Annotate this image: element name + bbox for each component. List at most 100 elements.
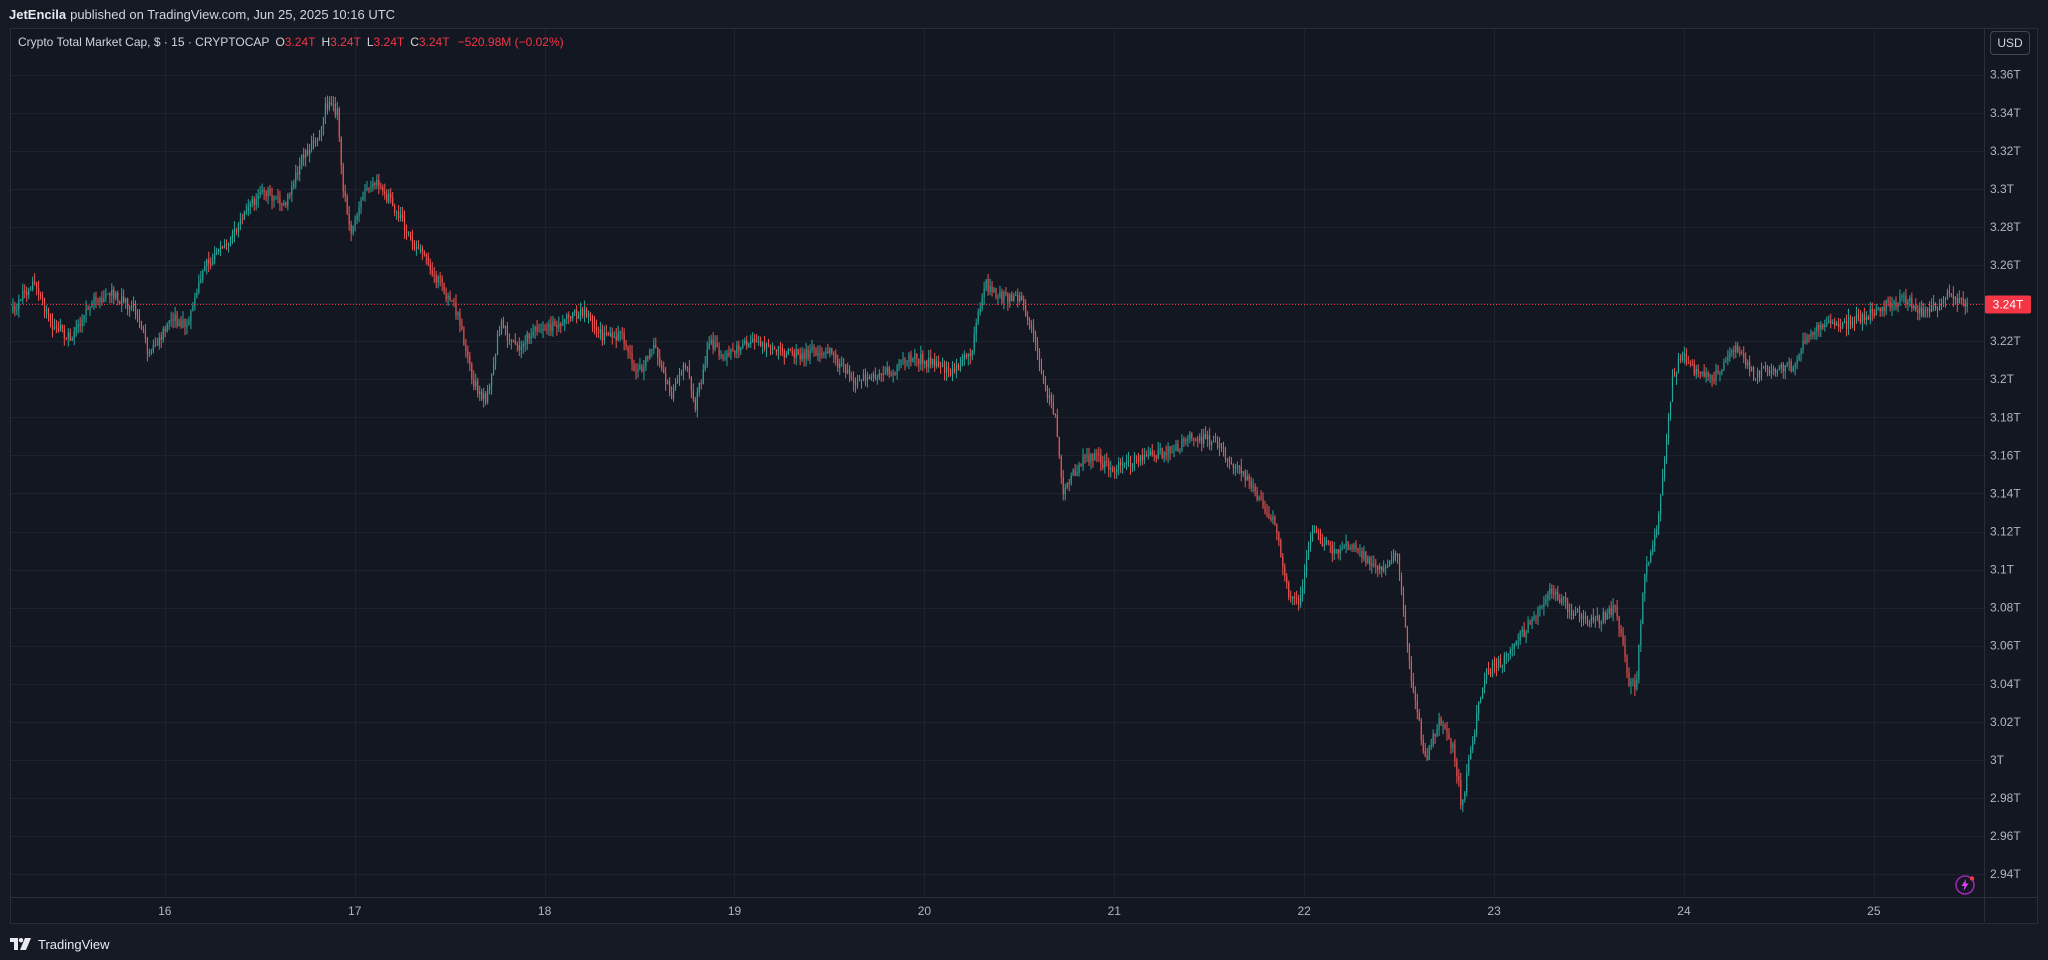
candle-body (508, 340, 510, 342)
currency-button[interactable]: USD (1990, 31, 2030, 55)
candle-body (350, 224, 352, 234)
candle-body (1780, 364, 1782, 369)
candle-body (712, 339, 714, 350)
candle-body (1727, 357, 1729, 361)
candle-body (1586, 616, 1589, 624)
footer-brand[interactable]: TradingView (38, 936, 110, 952)
candle-body (71, 338, 73, 341)
candle-body (1153, 455, 1155, 457)
candle-body (1228, 458, 1231, 462)
candle-body (1416, 700, 1418, 713)
candle-body (176, 314, 178, 327)
candle-body (65, 337, 67, 339)
candle-body (356, 215, 358, 220)
candle-body (1329, 542, 1331, 545)
candle-body (388, 193, 390, 202)
candle-body (1747, 362, 1749, 366)
y-tick-label: 3.04T (1990, 677, 2021, 691)
publisher-name[interactable]: JetEncila (9, 6, 67, 22)
candle-body (1456, 761, 1458, 776)
candle-body (1147, 455, 1149, 457)
bolt-icon[interactable] (1954, 874, 1976, 896)
candle-body (1792, 367, 1794, 372)
candle-body (95, 296, 97, 301)
high-value: 3.24T (330, 35, 361, 49)
candle-body (1090, 454, 1092, 463)
candle-body (570, 316, 572, 319)
candle-body (1236, 466, 1238, 468)
candle-body (633, 364, 635, 372)
candle-body (1476, 713, 1478, 734)
candle-body (763, 343, 766, 349)
candle-body (926, 360, 928, 368)
candle-body (526, 333, 528, 344)
candle-body (706, 349, 708, 365)
candle-body (73, 331, 75, 339)
candle-body (208, 259, 210, 264)
candle-body (657, 348, 659, 358)
candle-body (1533, 616, 1535, 619)
candle-body (1958, 298, 1960, 304)
candle-body (259, 192, 261, 195)
candle-body (1432, 733, 1434, 746)
candle-body (1137, 457, 1140, 463)
candle-body (1120, 461, 1122, 466)
candle-body (568, 315, 570, 317)
candle-body (362, 195, 364, 201)
tradingview-logo-icon[interactable] (10, 938, 32, 950)
candle-body (320, 127, 323, 137)
candle-body (524, 343, 526, 345)
candle-body (1025, 304, 1027, 317)
candle-body (449, 295, 451, 301)
candle-body (1673, 375, 1676, 377)
candle-body (985, 279, 987, 289)
candle-body (1050, 395, 1052, 403)
candle-body (1205, 434, 1207, 440)
chart-panel[interactable] (10, 28, 2038, 924)
candle-body (129, 307, 131, 310)
candle-body (1161, 447, 1163, 458)
candle-body (1871, 308, 1873, 314)
candle-body (1398, 554, 1401, 576)
candle-body (1863, 314, 1865, 321)
candle-body (878, 373, 880, 378)
candle-body (554, 321, 556, 326)
symbol-title[interactable]: Crypto Total Market Cap, $ · 15 · CRYPTO… (18, 35, 270, 49)
candle-body (433, 274, 435, 276)
candle-body (817, 352, 819, 356)
candle-body (728, 352, 730, 355)
candle-body (722, 355, 724, 359)
candle-body (1687, 362, 1689, 364)
candle-body (906, 361, 908, 364)
candle-body (417, 246, 419, 250)
candle-body (1381, 566, 1383, 571)
candle-body (1305, 557, 1308, 573)
candle-body (140, 321, 143, 329)
candle-body (1460, 780, 1462, 806)
candle-body (1770, 370, 1772, 374)
candle-body (1618, 616, 1620, 630)
candle-body (839, 363, 841, 368)
candle-body (285, 202, 287, 206)
candle-body (1294, 596, 1296, 598)
candle-body (688, 367, 690, 378)
y-tick-label: 3.32T (1990, 144, 2021, 158)
candle-body (813, 347, 815, 349)
candle-body (158, 337, 160, 346)
y-tick-label: 3.26T (1990, 258, 2021, 272)
candle-body (1497, 658, 1500, 668)
candle-body (969, 353, 971, 357)
candle-body (162, 328, 164, 340)
candle-body (1013, 295, 1015, 302)
candle-body (1681, 355, 1683, 361)
candle-body (1743, 353, 1745, 358)
candle-body (1102, 463, 1104, 468)
y-tick-label: 3.3T (1990, 182, 2015, 196)
candle-body (793, 353, 795, 358)
candle-body (289, 194, 291, 196)
candle-body (1260, 497, 1262, 499)
candle-body (247, 206, 249, 212)
candlestick-chart[interactable]: 2.94T 2.96T 2.98T 3T 3.02T 3.04T 3.06T 3.08T 3.1… (0, 0, 2048, 928)
candle-body (1250, 480, 1252, 488)
candle-body (59, 324, 61, 332)
